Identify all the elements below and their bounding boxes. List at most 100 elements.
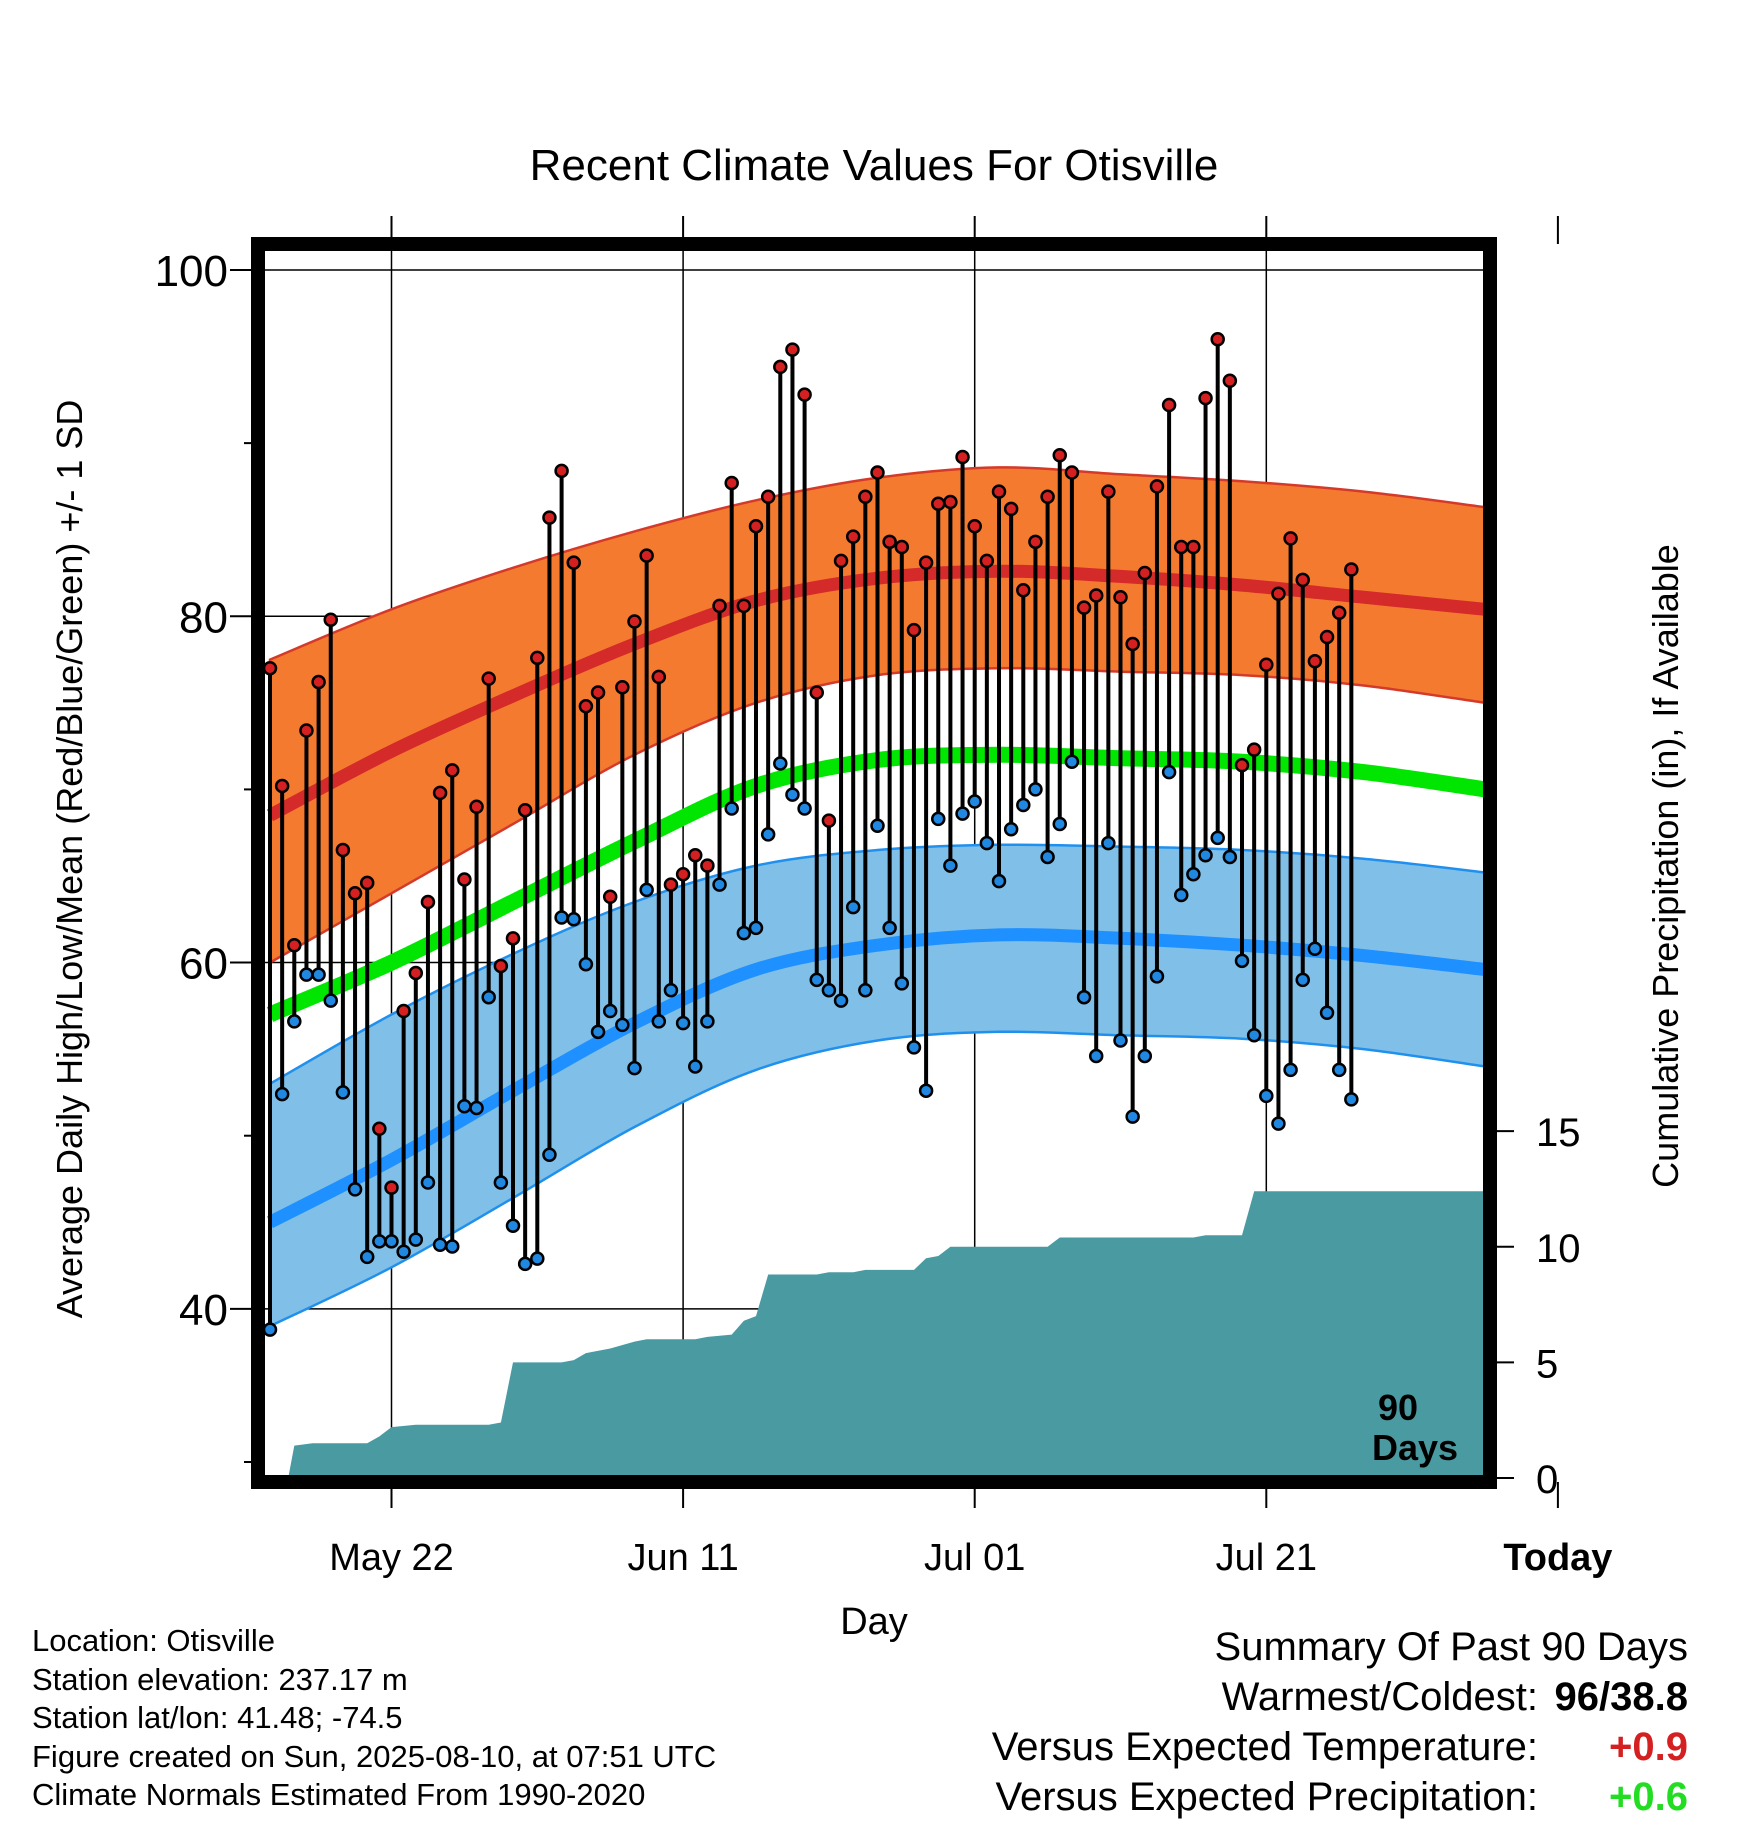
daily-low-point — [663, 983, 679, 998]
daily-low-point — [432, 1237, 448, 1253]
daily-low-point — [602, 1003, 618, 1019]
daily-low-point — [955, 806, 970, 821]
daily-low-point — [517, 1256, 533, 1272]
daily-low-point — [858, 983, 873, 998]
daily-low-point — [651, 1014, 667, 1029]
x-tick-label: May 22 — [329, 1537, 454, 1579]
precip-anomaly-label: Versus Expected Precipitation: — [995, 1775, 1538, 1819]
daily-low-point — [445, 1239, 460, 1254]
daily-low-point — [359, 1249, 375, 1265]
y2-tick-label: 15 — [1536, 1111, 1581, 1155]
daily-low-point — [797, 801, 812, 816]
daily-high-point — [1113, 589, 1128, 605]
daily-high-point — [1210, 331, 1225, 347]
daily-low-point — [481, 989, 496, 1005]
daily-high-point — [858, 489, 873, 505]
daily-low-point — [1113, 1033, 1128, 1048]
daily-low-point — [1222, 849, 1238, 865]
daily-low-point — [1028, 782, 1043, 797]
y2-tick-label: 5 — [1536, 1342, 1558, 1386]
y2-axis-label: Cumulative Precipitation (in), If Availa… — [1645, 544, 1686, 1188]
daily-high-point — [943, 494, 958, 510]
daily-low-point — [615, 1017, 630, 1033]
temp-anomaly-row: Versus Expected Temperature: +0.9 — [992, 1722, 1688, 1772]
daily-high-point — [311, 674, 326, 690]
daily-low-point — [578, 957, 594, 972]
daily-high-point — [408, 965, 424, 981]
daily-high-point — [785, 342, 800, 357]
summary-panel: Summary Of Past 90 Days Warmest/Coldest:… — [992, 1622, 1688, 1822]
daily-high-point — [1016, 583, 1031, 598]
y-tick-label: 60 — [179, 940, 228, 989]
daily-high-point — [760, 489, 776, 505]
daily-high-point — [931, 496, 946, 511]
daily-low-point — [1344, 1092, 1359, 1107]
daily-high-point — [979, 553, 995, 569]
daily-low-point — [1331, 1062, 1347, 1078]
daily-low-point — [845, 899, 861, 915]
daily-high-point — [991, 484, 1007, 499]
daily-high-point — [469, 799, 484, 814]
daily-high-point — [1052, 447, 1067, 463]
daily-low-point — [530, 1251, 545, 1266]
daily-low-point — [833, 993, 849, 1008]
daily-high-point — [1125, 636, 1140, 652]
daily-high-point — [821, 813, 837, 828]
daily-high-point — [323, 612, 338, 627]
daily-high-point — [445, 763, 460, 778]
daily-high-point — [335, 842, 351, 858]
latlon-text: Station lat/lon: 41.48; -74.5 — [32, 1700, 403, 1735]
daily-low-point — [1076, 989, 1092, 1005]
daily-high-point — [688, 847, 703, 863]
daily-low-point — [1161, 764, 1177, 780]
daily-high-point — [663, 877, 679, 892]
daily-high-point — [1271, 586, 1286, 602]
daily-low-point — [1088, 1048, 1104, 1064]
daily-low-point — [1259, 1088, 1274, 1104]
daily-low-point — [1016, 797, 1031, 813]
daily-high-point — [1028, 534, 1043, 550]
daily-high-point — [748, 518, 764, 534]
daily-high-point — [724, 475, 739, 491]
y2-tick-label: 0 — [1536, 1458, 1558, 1502]
daily-low-point — [809, 972, 824, 988]
daily-high-point — [797, 387, 812, 402]
daily-high-point — [639, 548, 654, 563]
daily-low-point — [773, 756, 788, 771]
daily-low-point — [1101, 835, 1116, 851]
daily-low-point — [1319, 1005, 1335, 1021]
daily-high-point — [1161, 397, 1177, 413]
daily-low-point — [1174, 887, 1189, 903]
daily-high-point — [493, 958, 509, 974]
daily-low-point — [639, 882, 654, 898]
daily-high-point — [1319, 629, 1335, 645]
daily-high-point — [1101, 484, 1116, 499]
daily-high-point — [457, 872, 472, 887]
daily-low-point — [627, 1060, 642, 1076]
y-tick-label: 100 — [155, 247, 228, 296]
summary-title: Summary Of Past 90 Days — [1214, 1625, 1688, 1669]
daily-low-point — [870, 818, 885, 834]
y-axis-label: Average Daily High/Low/Mean (Red/Blue/Gr… — [49, 400, 90, 1319]
daily-low-point — [1064, 754, 1080, 769]
daily-low-point — [384, 1234, 399, 1249]
daily-high-point — [1064, 465, 1080, 480]
daily-high-point — [651, 669, 667, 685]
daily-high-point — [517, 802, 533, 818]
y-tick-label: 80 — [179, 593, 228, 642]
daily-high-point — [274, 778, 290, 794]
daily-high-point — [384, 1180, 399, 1195]
x-tick-label: Jun 11 — [627, 1537, 738, 1579]
daily-low-point — [262, 1322, 278, 1337]
daily-high-point — [967, 518, 982, 534]
daily-high-point — [833, 553, 849, 569]
daily-high-point — [675, 867, 691, 882]
precip-anomaly-row: Versus Expected Precipitation: +0.6 — [992, 1772, 1688, 1822]
daily-high-point — [1076, 600, 1092, 615]
temp-anomaly-label: Versus Expected Temperature: — [991, 1725, 1538, 1769]
daily-low-point — [335, 1085, 351, 1100]
daily-high-point — [1246, 742, 1262, 757]
daily-low-point — [918, 1083, 934, 1098]
daily-low-point — [724, 801, 739, 816]
daily-high-point — [882, 534, 897, 550]
